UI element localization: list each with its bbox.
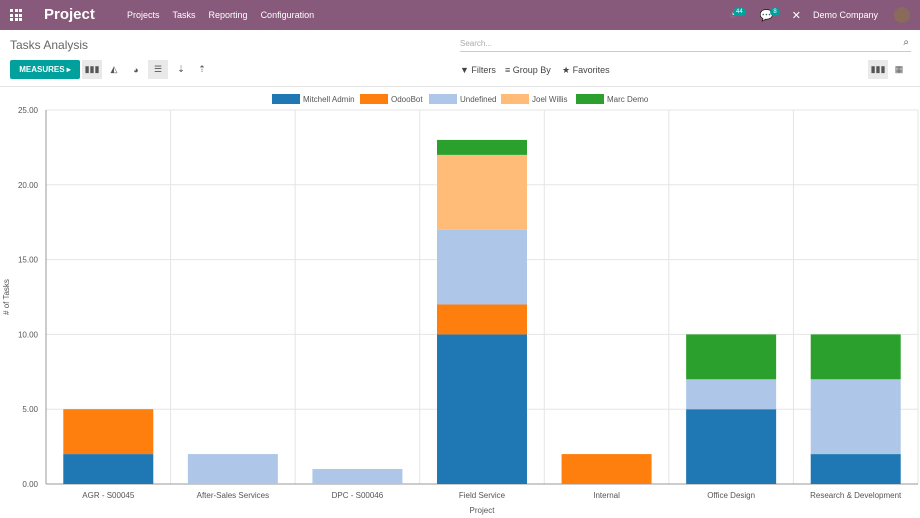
app-name: Project (44, 6, 95, 23)
x-tick-label: DPC - S00046 (332, 491, 384, 500)
group-by-label: Group By (512, 65, 551, 75)
apps-menu-icon[interactable] (10, 9, 22, 21)
y-tick-label: 5.00 (22, 405, 38, 414)
filters-label: Filters (471, 65, 496, 75)
bar-segment (810, 454, 901, 484)
bar-segment (561, 454, 652, 484)
legend-label: Marc Demo (607, 95, 649, 104)
sort-ascending-button[interactable]: ⇡ (198, 64, 206, 74)
legend-label: Joel Willis (532, 95, 568, 104)
group-by-button[interactable]: ≡ Group By (505, 65, 551, 75)
y-tick-label: 10.00 (18, 330, 39, 339)
company-switcher[interactable]: Demo Company (812, 10, 878, 20)
line-chart-button[interactable]: ◭ (110, 64, 118, 74)
legend-swatch (429, 94, 457, 104)
measures-button[interactable]: MEASURES ▸ (10, 60, 80, 79)
y-tick-label: 25.00 (18, 106, 39, 115)
x-tick-label: Internal (593, 491, 620, 500)
menu-tasks[interactable]: Tasks (172, 10, 196, 20)
user-avatar[interactable] (894, 7, 910, 23)
filters-button[interactable]: ▼ Filters (460, 65, 496, 75)
y-axis-title: # of Tasks (2, 279, 11, 315)
bar-segment (437, 154, 527, 230)
x-axis-title: Project (470, 506, 496, 515)
y-tick-label: 15.00 (18, 256, 39, 265)
bar-segment (437, 304, 527, 335)
activity-count-badge: 44 (733, 8, 746, 16)
pie-chart-button[interactable]: ◕ (133, 64, 139, 75)
tasks-bar-chart: 0.00 5.00 10.00 15.00 20.00 25.00 AGR - S00045… (2, 94, 919, 515)
bar-segment (810, 379, 901, 455)
x-tick-label: Field Service (459, 491, 506, 500)
bar-segment (312, 469, 403, 484)
legend-label: Mitchell Admin (303, 95, 355, 104)
menu-reporting[interactable]: Reporting (208, 10, 248, 20)
menu-configuration[interactable]: Configuration (260, 10, 315, 20)
bar-segment (686, 379, 777, 410)
message-count-badge: 8 (770, 8, 780, 16)
legend-swatch (360, 94, 388, 104)
bar-segment (63, 454, 154, 484)
debug-tools-icon[interactable]: ✕ (791, 9, 801, 22)
bar-segment (686, 334, 777, 380)
bar-segment (187, 454, 278, 484)
sort-descending-button[interactable]: ⇣ (177, 64, 185, 74)
graph-view-button[interactable]: ▮▮▮ (868, 60, 888, 79)
messages-icon[interactable]: 💬 (759, 9, 774, 22)
favorites-button[interactable]: ★ Favorites (562, 65, 610, 75)
y-tick-label: 20.00 (18, 181, 39, 190)
search-input[interactable]: Search... ⌕ (460, 36, 911, 52)
stacked-toggle-button[interactable]: ☰ (148, 60, 168, 79)
legend-label: Undefined (460, 95, 496, 104)
y-tick-label: 0.00 (22, 480, 38, 489)
bar-segment (437, 139, 527, 155)
bar-segment (63, 409, 154, 455)
x-tick-label: After-Sales Services (197, 491, 269, 500)
x-tick-label: Office Design (707, 491, 755, 500)
activity-clock-icon[interactable]: ◔ (729, 9, 737, 21)
measures-label: MEASURES (19, 65, 65, 74)
search-placeholder: Search... (460, 39, 493, 48)
top-navbar: Project Projects Tasks Reporting Configu… (0, 0, 920, 30)
bar-segment (686, 409, 777, 484)
legend-swatch (501, 94, 529, 104)
bar-segment (437, 229, 527, 305)
legend-swatch (272, 94, 300, 104)
divider (0, 86, 920, 87)
favorites-label: Favorites (572, 65, 610, 75)
menu-projects[interactable]: Projects (127, 10, 160, 20)
page-title: Tasks Analysis (10, 38, 89, 52)
x-tick-label: Research & Development (810, 491, 902, 500)
bar-chart-button[interactable]: ▮▮▮ (82, 60, 102, 79)
bar-segment (810, 334, 901, 380)
bar-segment (437, 334, 527, 484)
legend-label: OdooBot (391, 95, 423, 104)
pivot-view-button[interactable]: ▦ (894, 64, 904, 74)
search-icon[interactable]: ⌕ (903, 37, 909, 48)
legend-swatch (576, 94, 604, 104)
x-tick-label: AGR - S00045 (82, 491, 135, 500)
